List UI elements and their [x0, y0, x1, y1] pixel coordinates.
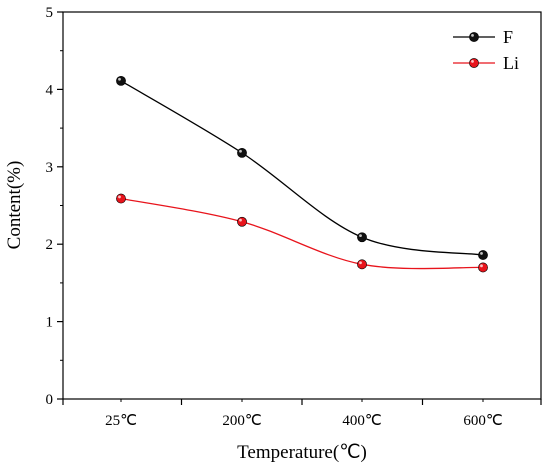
data-point-f — [478, 250, 488, 260]
data-point-li — [478, 262, 488, 273]
y-tick-label: 5 — [46, 5, 54, 21]
y-tick-label: 2 — [46, 237, 54, 253]
legend-marker-f — [469, 32, 479, 42]
data-point-f — [237, 147, 247, 158]
series-line-f — [120, 80, 484, 256]
x-tick-label: 600℃ — [463, 413, 502, 429]
data-point-highlight — [118, 77, 121, 81]
data-point-f — [357, 232, 367, 243]
legend-label-f: F — [503, 27, 513, 47]
legend-marker-highlight — [471, 34, 474, 37]
x-tick-label: 200℃ — [222, 413, 261, 429]
x-tick-label: 25℃ — [105, 413, 137, 429]
data-point-highlight — [239, 218, 242, 222]
legend-marker-li — [469, 58, 479, 68]
series-line-li — [120, 197, 484, 270]
y-tick-label: 4 — [46, 82, 54, 98]
data-point-li — [357, 259, 367, 270]
y-tick-label: 1 — [46, 315, 54, 331]
data-point-highlight — [359, 234, 362, 238]
y-tick-label: 3 — [46, 160, 54, 176]
data-point-li — [237, 216, 247, 227]
series-layer — [116, 75, 488, 273]
data-point-highlight — [118, 195, 121, 199]
y-tick-label: 0 — [46, 392, 54, 408]
data-point-highlight — [480, 264, 483, 268]
data-point-highlight — [239, 149, 242, 153]
x-axis: 25℃ 200℃ 400℃ 600℃ — [62, 399, 542, 429]
plot-frame — [62, 11, 542, 400]
data-point-f — [116, 75, 126, 86]
x-axis-title: Temperature(℃) — [237, 442, 367, 463]
legend-marker-highlight — [471, 60, 474, 63]
data-point-highlight — [480, 252, 483, 255]
data-point-highlight — [359, 261, 362, 265]
data-point-li — [116, 193, 126, 204]
legend-label-li: Li — [503, 53, 519, 73]
y-axis: 0 1 2 3 4 5 — [46, 5, 63, 408]
legend: F Li — [453, 27, 519, 73]
x-tick-label: 400℃ — [342, 413, 381, 429]
y-axis-title: Content(%) — [4, 161, 25, 250]
